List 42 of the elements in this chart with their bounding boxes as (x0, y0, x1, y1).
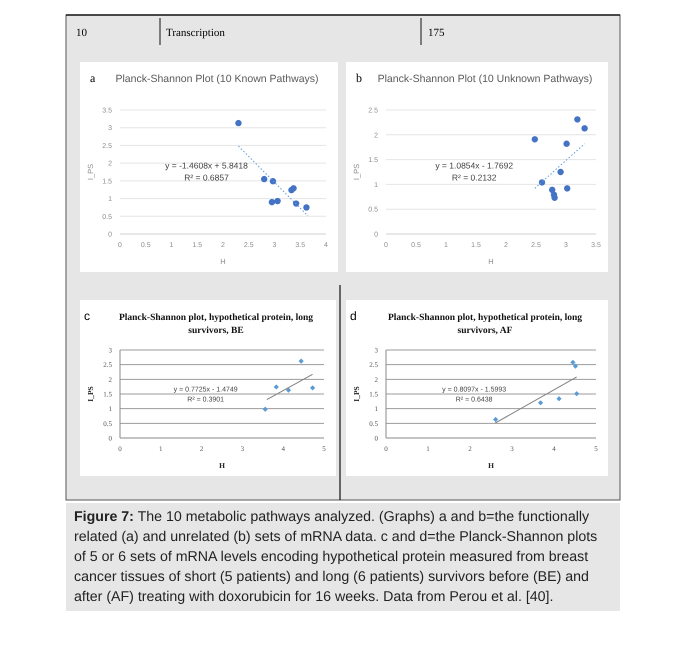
chart-title: Planck-Shannon plot, hypothetical protein, long survivors, AF (388, 313, 582, 336)
point (235, 120, 242, 126)
text: a (90, 71, 96, 85)
point (574, 116, 581, 123)
point (270, 178, 276, 184)
annotation: R² = 0.2132 (452, 172, 497, 182)
point (556, 396, 562, 402)
point (268, 198, 276, 206)
point (557, 168, 564, 176)
point (303, 204, 310, 211)
point (262, 406, 268, 412)
point (310, 385, 316, 390)
text: d (350, 309, 357, 323)
caption: Figure 7: The 10 metabolic pathways analyzed. (Graphs) a and b=the functionally related (a) and unrelated (b) sets of mRNA data. c and d=the Planck-Shannon plots of 5 or 6 sets of mRNA levels encoding hypothetical protein measured from breast cancer tissues of short (5 patients) and long (6 patients) survivors before (BE) and after (AF) treating with doxorubicin for 16 weeks. Data from Perou et al. [40]. (66, 503, 620, 611)
point (292, 200, 300, 207)
annotation: y = 1.0854x - 1.7692 (435, 160, 514, 170)
point (286, 388, 292, 393)
point (563, 140, 570, 147)
point (549, 186, 556, 194)
text: 175 (428, 27, 445, 39)
point (551, 194, 558, 201)
point (538, 400, 544, 406)
point (274, 198, 281, 204)
annotation: y = -1.4608x + 5.8418 (165, 160, 248, 170)
point (574, 391, 580, 396)
annotation: R² = 0.6857 (184, 172, 230, 182)
point (572, 364, 578, 369)
chart-title: Planck-Shannon plot, hypothetical protein, long survivors, BE (118, 313, 314, 336)
point (298, 358, 304, 364)
chart-title: Planck-Shannon Plot (10 Unknown Pathways) (378, 73, 592, 85)
point (261, 176, 268, 182)
point (564, 185, 570, 192)
point (581, 125, 588, 132)
chart-title: Planck-Shannon Plot (10 Known Pathways) (115, 73, 319, 85)
text: Transcription (166, 27, 226, 39)
point (274, 384, 279, 390)
text: 10 (76, 27, 88, 39)
point (570, 360, 576, 365)
point (532, 136, 538, 142)
text: c (84, 309, 90, 323)
text: b (356, 71, 362, 85)
point (493, 416, 498, 422)
